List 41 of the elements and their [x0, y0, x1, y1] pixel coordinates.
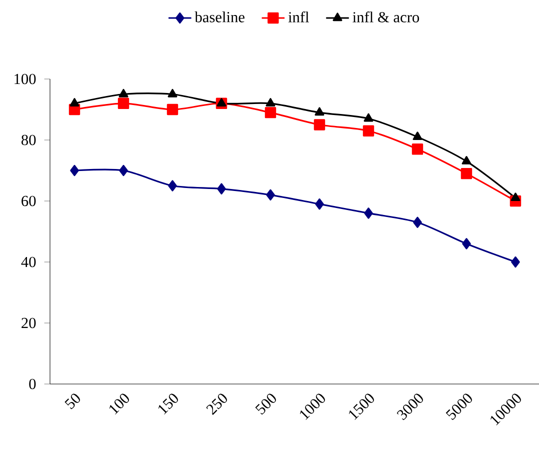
- point: [511, 256, 520, 268]
- legend-label: infl & acro: [352, 11, 420, 22]
- point: [118, 88, 128, 98]
- point: [119, 164, 128, 176]
- point: [412, 144, 424, 155]
- point: [216, 98, 226, 106]
- y-tick-label: 60: [22, 196, 36, 206]
- y-tick-label: 0: [29, 378, 36, 390]
- legend-label: baseline: [194, 12, 244, 22]
- x-tick-label: 500: [255, 394, 276, 415]
- point: [510, 192, 520, 202]
- point: [266, 98, 276, 106]
- point: [266, 189, 275, 200]
- point: [412, 132, 422, 140]
- point: [314, 119, 326, 130]
- point: [217, 183, 226, 194]
- x-tick-label: 100: [109, 394, 129, 414]
- point: [168, 88, 178, 98]
- point: [70, 98, 80, 106]
- y-tick-label: 80: [22, 134, 36, 146]
- x-tick-label: 250: [206, 394, 227, 415]
- legend-label: infl: [288, 11, 309, 22]
- point: [462, 238, 471, 250]
- x-tick-label: 50: [64, 394, 80, 410]
- point: [362, 125, 374, 136]
- point: [314, 107, 324, 116]
- point: [315, 198, 324, 210]
- y-tick-label: 20: [22, 318, 36, 328]
- point: [168, 180, 177, 192]
- point: [118, 98, 130, 109]
- point: [413, 216, 422, 228]
- y-tick-label: 40: [21, 256, 36, 268]
- point: [364, 113, 374, 122]
- y-tick-label: 100: [14, 74, 36, 84]
- x-tick-label: 150: [158, 394, 178, 414]
- point: [364, 208, 373, 219]
- point: [166, 104, 178, 116]
- point: [70, 164, 79, 176]
- point: [264, 106, 276, 118]
- point: [462, 156, 472, 164]
- point: [460, 168, 472, 180]
